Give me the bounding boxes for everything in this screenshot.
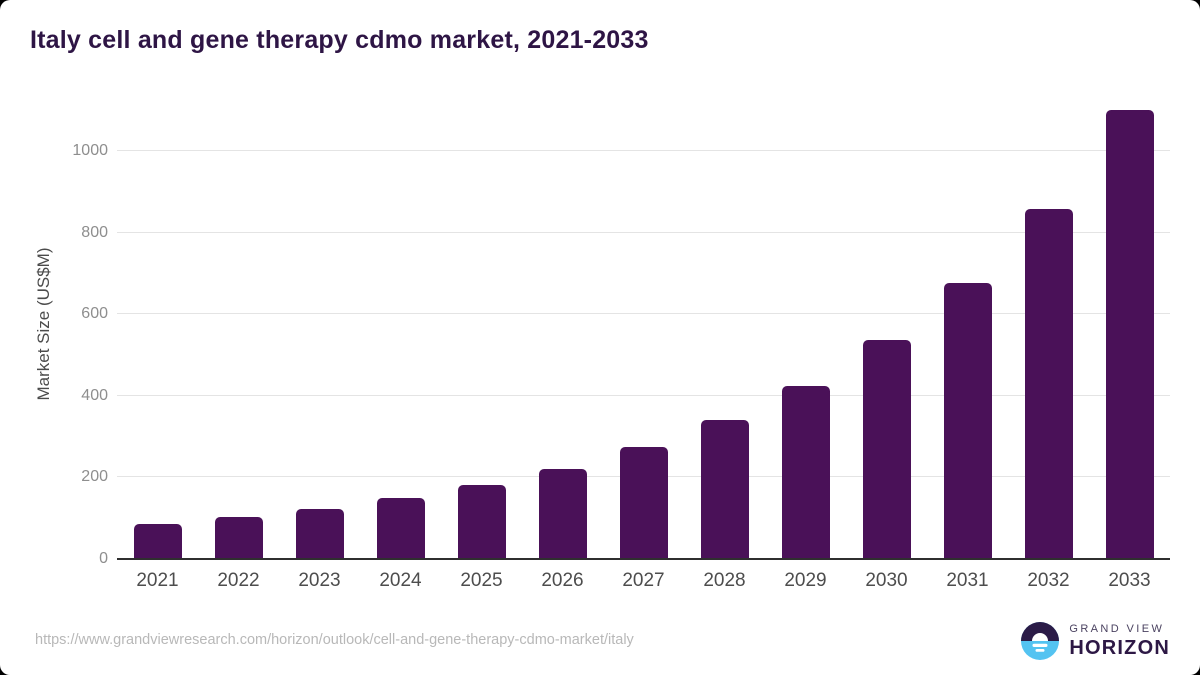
x-tick-label-2021: 2021 [136,570,179,591]
bar-2033[interactable] [1105,110,1154,559]
bar-slot-2022 [198,89,279,559]
x-tick-label-2030: 2030 [865,570,908,591]
bar-slot-2027 [603,89,684,559]
x-tick-label-2032: 2032 [1027,570,1070,591]
gridline-400 [117,394,1170,396]
brand-name-bottom: HORIZON [1069,637,1170,659]
y-tick-label-0: 0 [99,550,108,567]
bar-2025[interactable] [457,484,506,559]
y-tick-label-1000: 1000 [72,142,108,159]
bar-slot-2023 [279,89,360,559]
bar-2027[interactable] [619,446,668,559]
bar-2029[interactable] [781,385,830,559]
bar-slot-2029 [765,89,846,559]
bar-slot-2025 [441,89,522,559]
y-tick-label-200: 200 [81,468,108,486]
x-tick-label-2027: 2027 [622,570,665,591]
horizon-sun-icon [1021,622,1060,660]
gridline-600 [117,313,1170,315]
x-tick-label-2031: 2031 [946,570,989,591]
bar-2032[interactable] [1024,209,1073,559]
bar-slot-2033 [1089,89,1170,559]
bar-slot-2026 [522,89,603,559]
bar-2030[interactable] [862,340,911,559]
bar-slot-2021 [117,89,198,559]
x-tick-label-2024: 2024 [379,570,422,591]
bar-2022[interactable] [214,517,263,559]
bar-slot-2032 [1008,89,1089,559]
brand-wordmark: GRAND VIEW HORIZON [1069,623,1170,659]
bar-series [117,89,1170,559]
x-tick-label-2023: 2023 [298,570,341,591]
bar-slot-2031 [927,89,1008,559]
bar-2026[interactable] [538,469,587,559]
x-axis-ticks: 2021 2022 2023 2024 2025 2026 2027 2028 2029 2030… [117,570,1170,592]
chart-title: Italy cell and gene therapy cdmo market,… [30,26,649,54]
bar-slot-2030 [846,89,927,559]
bar-2023[interactable] [295,509,344,559]
y-tick-label-800: 800 [81,223,108,241]
x-axis-line [117,558,1170,560]
plot-area [117,89,1170,560]
x-tick-label-2028: 2028 [703,570,746,591]
bar-slot-2024 [360,89,441,559]
source-url: https://www.grandviewresearch.com/horizo… [35,632,634,648]
bar-2031[interactable] [943,283,992,559]
x-tick-label-2026: 2026 [541,570,584,591]
x-tick-label-2022: 2022 [217,570,260,591]
brand-name-top: GRAND VIEW [1069,623,1165,635]
bar-2024[interactable] [376,498,425,559]
x-tick-label-2025: 2025 [460,570,503,591]
bar-2028[interactable] [700,419,749,559]
gridline-800 [117,231,1170,233]
x-tick-label-2029: 2029 [784,570,827,591]
y-tick-label-600: 600 [81,305,108,323]
bar-2021[interactable] [133,524,182,559]
x-tick-label-2033: 2033 [1108,570,1151,591]
bar-slot-2028 [684,89,765,559]
grand-view-horizon-logo: GRAND VIEW HORIZON [1021,622,1170,660]
y-tick-label-400: 400 [81,386,108,404]
gridline-1000 [117,150,1170,151]
